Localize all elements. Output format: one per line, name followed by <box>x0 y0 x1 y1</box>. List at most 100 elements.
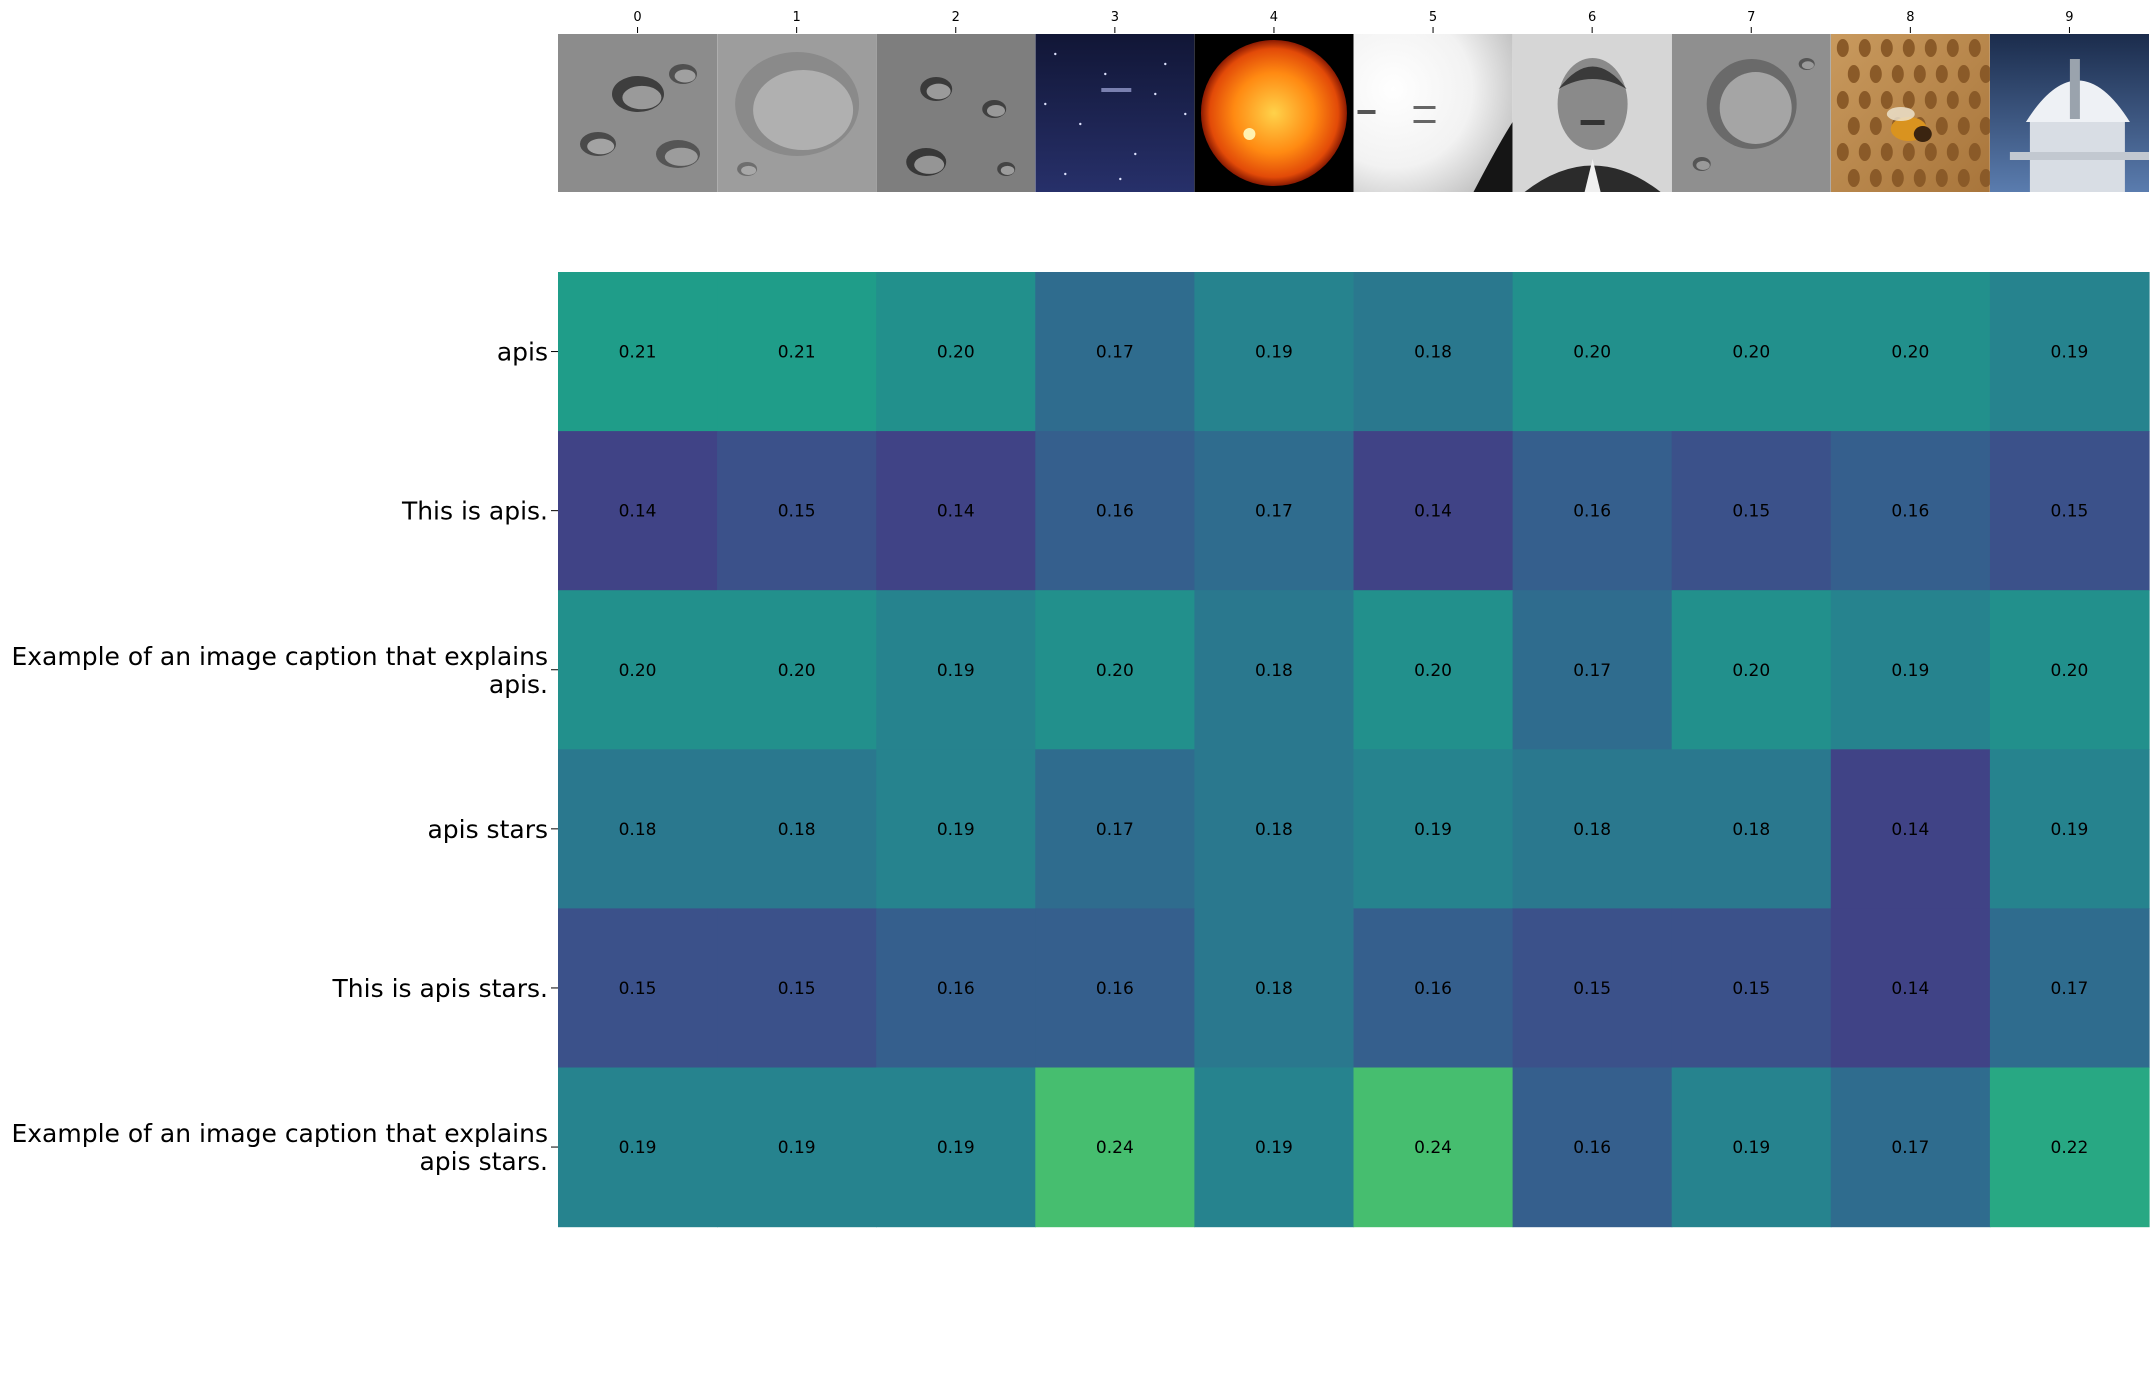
heatmap-cell <box>1671 590 1832 750</box>
cell-value-label: 0.15 <box>778 979 816 999</box>
moon-crater-smooth-thumbnail <box>717 34 877 192</box>
heatmap-cell <box>876 431 1036 591</box>
heatmap-cell <box>1353 749 1514 909</box>
heatmap-cell <box>876 1067 1036 1228</box>
heatmap-cell <box>1353 1067 1514 1228</box>
heatmap-cell <box>1194 272 1355 432</box>
heatmap-cells: 0.21 0.21 0.20 0.17 0.19 0.18 0.20 0.20 0.20 0.19… <box>558 272 2150 1228</box>
cell-value-label: 0.21 <box>778 343 816 363</box>
heatmap-cell <box>558 590 718 750</box>
heatmap-cell <box>1035 1067 1195 1228</box>
cell-value-label: 0.16 <box>1414 979 1452 999</box>
cell-value-label: 0.20 <box>1732 661 1770 681</box>
sun-orange-disk-thumbnail <box>1194 34 1354 192</box>
cell-value-label: 0.20 <box>1414 661 1452 681</box>
cell-value-label: 0.19 <box>778 1138 816 1158</box>
heatmap-cell <box>876 272 1036 432</box>
heatmap-cell <box>1512 272 1673 432</box>
heatmap-cell <box>1671 431 1832 591</box>
heatmap-cell <box>1194 908 1355 1069</box>
column-tick-label: 7 <box>1747 10 1755 25</box>
column-tick-label: 9 <box>2065 10 2073 25</box>
night-sky-text-thumbnail <box>1035 34 1195 192</box>
heatmap-cell <box>717 1067 877 1228</box>
heatmap-cell <box>717 272 877 432</box>
heatmap-cell <box>1035 749 1195 909</box>
cell-value-label: 0.20 <box>2051 661 2089 681</box>
cell-value-label: 0.18 <box>1573 820 1611 840</box>
cell-value-label: 0.21 <box>619 343 657 363</box>
cell-value-label: 0.20 <box>619 661 657 681</box>
cell-value-label: 0.18 <box>619 820 657 840</box>
heatmap-cell <box>1830 749 1991 909</box>
heatmap-cell <box>558 1067 718 1228</box>
cell-value-label: 0.20 <box>1732 343 1770 363</box>
heatmap-cell <box>717 590 877 750</box>
heatmap-cell <box>1512 590 1673 750</box>
column-tick-label: 1 <box>793 10 801 25</box>
cell-value-label: 0.17 <box>1096 343 1134 363</box>
heatmap-cell <box>1194 590 1355 750</box>
observatory-dome-thumbnail <box>1989 34 2150 192</box>
heatmap-cell <box>717 431 877 591</box>
heatmap-cell <box>1353 590 1514 750</box>
row-tick-label: This is apis stars. <box>332 974 548 1003</box>
cell-value-label: 0.18 <box>1732 820 1770 840</box>
heatmap-cell <box>1830 1067 1991 1228</box>
column-tick-label: 8 <box>1906 10 1914 25</box>
cell-value-label: 0.24 <box>1414 1138 1452 1158</box>
thumbnail-strip <box>558 34 2150 192</box>
heatmap-cell <box>1194 1067 1355 1228</box>
heatmap-cell <box>1512 908 1673 1069</box>
heatmap-cell <box>1830 908 1991 1069</box>
cell-value-label: 0.19 <box>1414 820 1452 840</box>
cell-value-label: 0.20 <box>1891 343 1929 363</box>
cell-value-label: 0.15 <box>1732 979 1770 999</box>
heatmap-cell <box>1194 431 1355 591</box>
cell-value-label: 0.20 <box>778 661 816 681</box>
portrait-man-bw-thumbnail <box>1512 34 1672 192</box>
heatmap-cell <box>1830 590 1991 750</box>
cell-value-label: 0.19 <box>1732 1138 1770 1158</box>
cell-value-label: 0.19 <box>2051 820 2089 840</box>
cell-value-label: 0.17 <box>1573 661 1611 681</box>
heatmap-cell <box>1671 749 1832 909</box>
column-tick-label: 6 <box>1588 10 1596 25</box>
heatmap-cell <box>1353 272 1514 432</box>
heatmap-cell <box>876 908 1036 1069</box>
cell-value-label: 0.16 <box>1096 502 1134 522</box>
cell-value-label: 0.24 <box>1096 1138 1134 1158</box>
heatmap-cell <box>1989 749 2150 909</box>
heatmap-cell <box>1035 590 1195 750</box>
cell-value-label: 0.17 <box>1891 1138 1929 1158</box>
row-tick-label: Example of an image caption that explain… <box>11 642 548 699</box>
inverted-telescope-frame-thumbnail <box>1353 34 1513 192</box>
column-tick-label: 2 <box>952 10 960 25</box>
heatmap-cell <box>876 590 1036 750</box>
heatmap-cell <box>1830 431 1991 591</box>
cell-value-label: 0.20 <box>1573 343 1611 363</box>
heatmap-cell <box>1989 908 2150 1069</box>
cell-value-label: 0.16 <box>1891 502 1929 522</box>
cell-value-label: 0.18 <box>1255 979 1293 999</box>
cell-value-label: 0.17 <box>1096 820 1134 840</box>
heatmap-cell <box>1989 272 2150 432</box>
cell-value-label: 0.16 <box>937 979 975 999</box>
row-tick-label: Example of an image caption that explain… <box>11 1119 548 1176</box>
cell-value-label: 0.19 <box>937 1138 975 1158</box>
cell-value-label: 0.14 <box>937 502 975 522</box>
cell-value-label: 0.19 <box>1255 343 1293 363</box>
row-tick-label: This is apis. <box>401 497 548 526</box>
row-tick-labels: apis This is apis. Example of an image cap… <box>11 338 558 1176</box>
cell-value-label: 0.15 <box>2051 502 2089 522</box>
heatmap-cell <box>1989 431 2150 591</box>
cell-value-label: 0.19 <box>937 661 975 681</box>
heatmap-cell <box>1989 1067 2150 1228</box>
cell-value-label: 0.18 <box>778 820 816 840</box>
heatmap-cell <box>1671 272 1832 432</box>
heatmap-cell <box>876 749 1036 909</box>
heatmap-cell <box>1353 431 1514 591</box>
heatmap-cell <box>558 272 718 432</box>
cell-value-label: 0.19 <box>619 1138 657 1158</box>
heatmap-cell <box>1035 908 1195 1069</box>
